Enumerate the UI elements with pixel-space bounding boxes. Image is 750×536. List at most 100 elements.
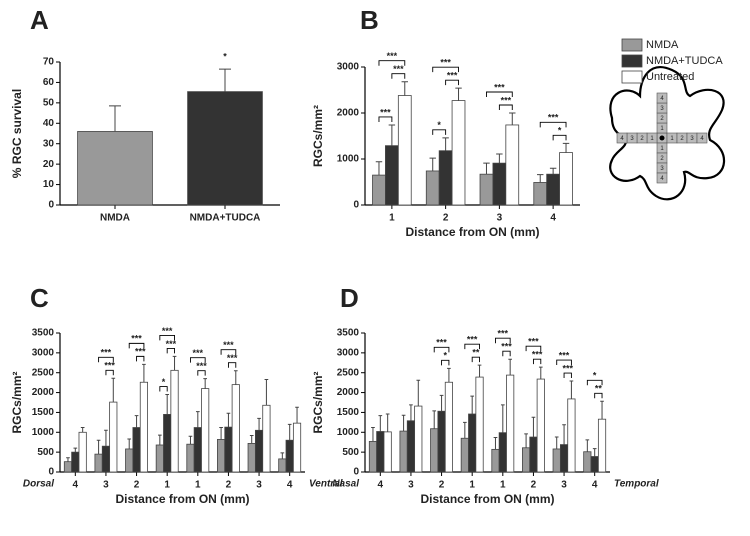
x-tick-label: 3 (408, 480, 414, 491)
bar (506, 374, 515, 473)
error-bar (493, 436, 498, 450)
bar (590, 456, 599, 473)
significance-bracket (378, 60, 406, 66)
y-tick-label: 3000 (337, 62, 360, 73)
significance-label: * (223, 52, 227, 62)
significance-label: *** (436, 338, 447, 348)
significance-bracket (433, 346, 450, 353)
x-tick-label: 4 (592, 480, 598, 491)
significance-label: *** (501, 95, 512, 105)
cell-label: 4 (700, 136, 704, 142)
legend-label: NMDA (646, 39, 679, 51)
bar (498, 432, 507, 473)
error-bar (416, 379, 421, 407)
error-bar (429, 157, 436, 171)
bar (536, 378, 545, 473)
significance-label: ** (472, 348, 480, 358)
bar (529, 436, 538, 473)
error-bar (562, 424, 566, 445)
significance-bracket (525, 345, 542, 352)
error-bar (80, 427, 85, 433)
x-tick-label: 4 (287, 480, 293, 491)
cell-label: 1 (660, 126, 664, 132)
bar (170, 369, 179, 473)
retina-outline (609, 66, 726, 201)
bar (292, 422, 302, 473)
bar (285, 439, 294, 473)
end-label: Ventral (309, 479, 343, 490)
y-tick-label: 2000 (32, 387, 55, 398)
error-bar (569, 380, 574, 399)
y-tick-label: 30 (43, 138, 55, 149)
x-tick-label: 3 (561, 480, 567, 491)
x-tick-label: 3 (103, 480, 109, 491)
significance-label: ** (595, 384, 603, 394)
error-bar (477, 364, 482, 378)
x-tick-label: NMDA+TUDCA (190, 213, 261, 224)
significance-bracket (539, 121, 567, 128)
x-tick-label: 4 (378, 480, 384, 491)
significance-bracket (190, 357, 206, 363)
bar (468, 413, 477, 473)
error-bar (442, 137, 449, 151)
significance-bracket (128, 342, 145, 349)
y-tick-label: 1000 (32, 427, 55, 438)
y-axis-title: RGCs/mm² (311, 371, 325, 433)
error-bar (409, 404, 413, 421)
cell-label: 4 (660, 96, 664, 102)
x-axis-title: Distance from ON (mm) (405, 225, 539, 239)
significance-label: *** (467, 335, 478, 345)
bar (546, 173, 560, 206)
error-bar (509, 112, 516, 125)
cell-label: 4 (660, 176, 664, 182)
optic-nerve (659, 135, 665, 141)
significance-bracket (495, 337, 511, 344)
significance-label: *** (131, 334, 142, 344)
error-bar (73, 447, 78, 453)
significance-bracket (594, 392, 603, 399)
x-tick-label: 1 (469, 480, 475, 491)
x-tick-label: 2 (134, 480, 140, 491)
y-tick-label: 2000 (337, 387, 360, 398)
y-tick-label: 3500 (337, 328, 360, 339)
significance-bracket (227, 362, 237, 368)
y-tick-label: 50 (43, 97, 55, 108)
error-bar (287, 423, 292, 441)
bar (505, 124, 520, 206)
error-bar (295, 406, 299, 424)
significance-label: *** (227, 353, 238, 363)
x-tick-label: 4 (550, 213, 556, 224)
error-bar (562, 142, 570, 153)
significance-label: *** (387, 51, 398, 61)
bar (492, 162, 507, 206)
x-tick-label: 3 (256, 480, 262, 491)
cell-label: 1 (650, 136, 654, 142)
y-tick-label: 500 (342, 447, 359, 458)
bar (479, 173, 494, 206)
grid-cell (656, 92, 668, 104)
bar (132, 427, 141, 473)
significance-bracket (159, 386, 168, 392)
significance-bracket (532, 358, 542, 365)
error-bar (109, 105, 121, 132)
significance-label: *** (162, 326, 173, 336)
significance-bracket (441, 359, 450, 366)
error-bar (401, 81, 408, 96)
cell-label: 3 (690, 136, 694, 142)
x-tick-label: 2 (443, 213, 449, 224)
error-bar (500, 404, 505, 433)
error-bar (447, 367, 451, 383)
error-bar (195, 411, 200, 428)
significance-label: *** (559, 350, 570, 360)
bar (278, 458, 287, 473)
bar (414, 405, 423, 473)
significance-label: *** (440, 58, 451, 68)
bar (186, 443, 195, 473)
x-tick-label: 2 (531, 480, 537, 491)
significance-bracket (486, 91, 513, 97)
error-bar (188, 435, 193, 445)
error-bar (280, 452, 285, 459)
error-bar (127, 438, 132, 449)
cell-label: 2 (660, 156, 664, 162)
